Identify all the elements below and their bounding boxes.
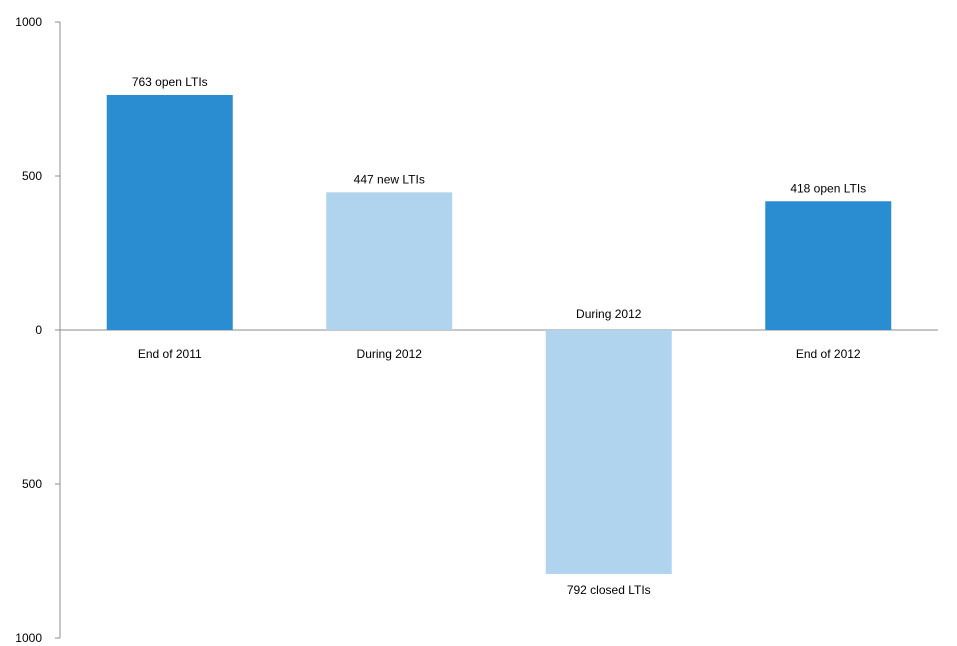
bar (545, 330, 672, 574)
y-tick-label: 0 (35, 323, 42, 337)
data-label: 792 closed LTIs (567, 583, 651, 597)
label-layer: End of 2011 763 open LTIs During 2012 447 n… (132, 75, 866, 597)
data-label: 418 open LTIs (790, 181, 866, 195)
category-label: During 2012 (576, 307, 642, 321)
category-label: End of 2011 (138, 347, 202, 361)
bar (326, 192, 453, 330)
bar (106, 94, 233, 330)
bar-layer (106, 94, 892, 574)
y-tick-label: 500 (22, 169, 42, 183)
data-label: 447 new LTIs (354, 172, 425, 186)
y-tick-label: 1000 (15, 631, 42, 645)
y-tick-label: 1000 (15, 15, 42, 29)
category-label: During 2012 (357, 347, 423, 361)
data-label: 763 open LTIs (132, 75, 208, 89)
category-label: End of 2012 (796, 347, 861, 361)
bar (765, 201, 892, 330)
y-tick-label: 500 (22, 477, 42, 491)
